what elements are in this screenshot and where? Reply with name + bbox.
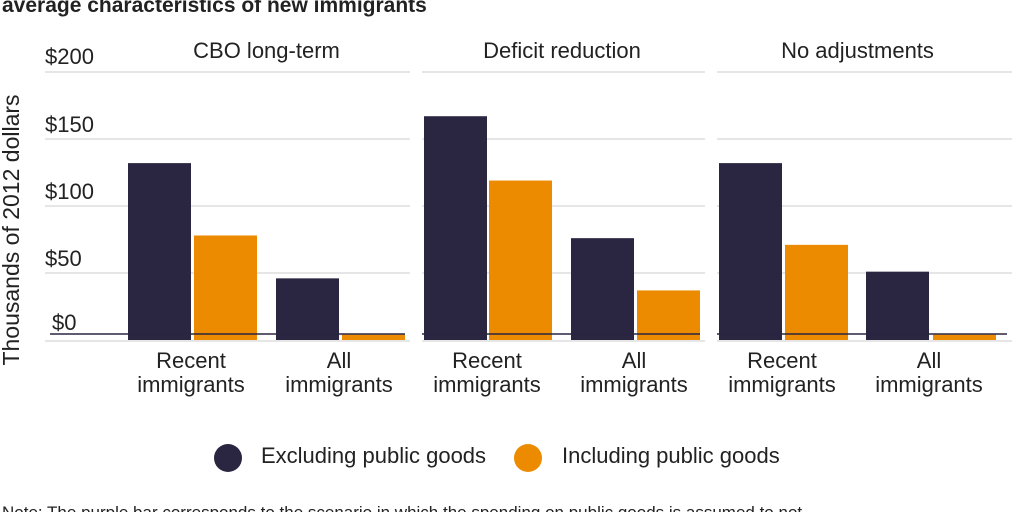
- category-label: Recent: [156, 348, 226, 373]
- category-label: immigrants: [580, 372, 688, 397]
- category-label: Recent: [452, 348, 522, 373]
- category-label: immigrants: [875, 372, 983, 397]
- category-label: All: [917, 348, 941, 373]
- bar-excluding: [276, 278, 339, 340]
- category-label: Recent: [747, 348, 817, 373]
- panel-title: CBO long-term: [193, 38, 340, 63]
- panel-title: No adjustments: [781, 38, 934, 63]
- y-axis-label: Thousands of 2012 dollars: [0, 94, 24, 365]
- legend-swatch-excluding: [214, 444, 242, 472]
- note: Note: The purple bar corresponds to the …: [2, 503, 802, 512]
- bar-excluding: [128, 163, 191, 340]
- bar-excluding: [719, 163, 782, 340]
- chart-title: average characteristics of new immigrant…: [2, 0, 427, 17]
- bar-including: [933, 334, 996, 340]
- y-tick-label: $150: [45, 112, 94, 137]
- bar-including: [785, 244, 848, 340]
- category-label: All: [327, 348, 351, 373]
- bar-including: [194, 235, 257, 340]
- legend-swatch-including: [514, 444, 542, 472]
- bar-excluding: [571, 238, 634, 340]
- bar-including: [637, 290, 700, 340]
- bar-excluding: [424, 116, 487, 340]
- legend-label-excluding: Excluding public goods: [261, 443, 486, 468]
- y-tick-label: $200: [45, 44, 94, 69]
- category-label: All: [622, 348, 646, 373]
- y-tick-label: $100: [45, 179, 94, 204]
- legend: Excluding public goods Including public …: [214, 443, 780, 472]
- category-label: immigrants: [728, 372, 836, 397]
- bar-including: [342, 334, 405, 340]
- legend-label-including: Including public goods: [562, 443, 780, 468]
- category-label: immigrants: [285, 372, 393, 397]
- panel-title: Deficit reduction: [483, 38, 641, 63]
- bar-excluding: [866, 271, 929, 340]
- bar-including: [489, 180, 552, 340]
- y-tick-label: $0: [52, 310, 76, 335]
- y-tick-label: $50: [45, 246, 82, 271]
- category-label: immigrants: [433, 372, 541, 397]
- category-label: immigrants: [137, 372, 245, 397]
